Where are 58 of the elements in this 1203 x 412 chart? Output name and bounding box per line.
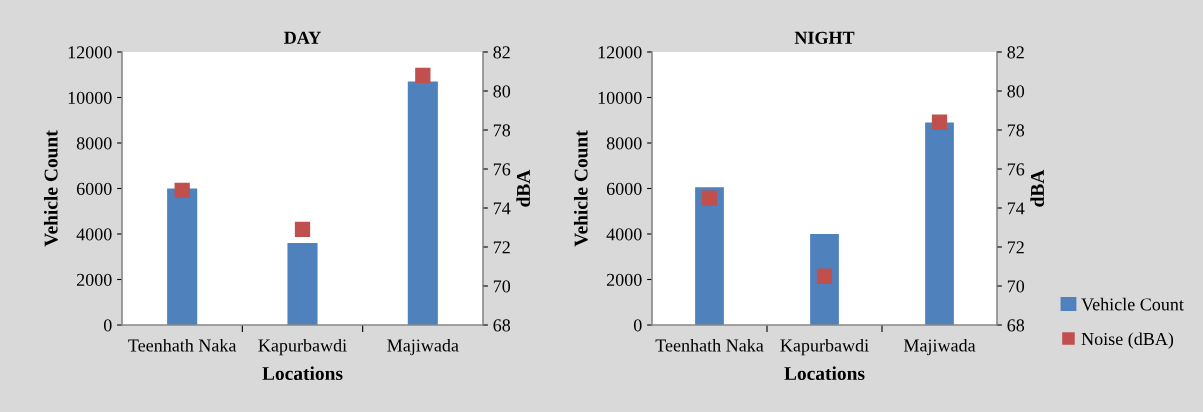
y-axis-title: Vehicle Count [573, 130, 588, 247]
y2-tick-label: 74 [1007, 202, 1025, 215]
y2-tick-label: 82 [493, 46, 510, 59]
legend-label: Noise (dBA) [1081, 332, 1174, 349]
point [701, 190, 718, 206]
x-tick-label: Kapurbawdi [780, 338, 869, 356]
x-axis-title: Locations [262, 366, 343, 381]
bar [167, 188, 198, 325]
chart-title: DAY [284, 31, 321, 44]
x-tick-label: Majiwada [387, 338, 459, 356]
y2-tick-label: 76 [493, 163, 511, 176]
y2-tick-label: 68 [1007, 319, 1025, 332]
bar [695, 187, 724, 325]
y-tick-label: 0 [103, 319, 112, 332]
y2-axis-title: dBA [1030, 169, 1045, 207]
bar [407, 81, 438, 325]
y-tick-label: 6000 [76, 182, 112, 195]
y-tick-label: 2000 [606, 273, 642, 286]
y2-tick-label: 78 [493, 124, 511, 137]
x-tick-label: Majiwada [903, 338, 976, 356]
y2-tick-label: 72 [493, 241, 510, 254]
y2-tick-label: 72 [1007, 241, 1024, 254]
y2-axis-title: dBA [516, 169, 531, 207]
y2-tick-label: 74 [493, 202, 511, 215]
bar [925, 122, 954, 325]
y2-tick-label: 82 [1007, 46, 1024, 59]
x-axis-title: Locations [784, 366, 865, 381]
y-tick-label: 6000 [606, 182, 642, 195]
y-tick-label: 12000 [598, 46, 642, 59]
x-tick-label: Teenhath Naka [655, 338, 764, 352]
chart-title: NIGHT [794, 31, 855, 44]
y2-tick-label: 80 [493, 85, 511, 98]
bar [810, 234, 839, 325]
point [816, 268, 833, 284]
y2-tick-label: 76 [1007, 163, 1025, 176]
y-tick-label: 4000 [606, 228, 642, 241]
y2-tick-label: 70 [1007, 280, 1025, 293]
point [931, 114, 948, 130]
legend-label: Vehicle Count [1081, 297, 1184, 311]
y2-tick-label: 68 [493, 319, 511, 332]
y2-tick-label: 78 [1007, 124, 1025, 137]
point [415, 67, 431, 84]
y-tick-label: 10000 [598, 91, 642, 104]
x-tick-label: Teenhath Naka [128, 338, 237, 352]
bar [287, 243, 318, 325]
point [294, 221, 311, 238]
y-tick-label: 12000 [68, 46, 112, 59]
y-tick-label: 8000 [606, 137, 642, 150]
y-tick-label: 0 [633, 319, 642, 332]
x-tick-label: Kapurbawdi [258, 338, 347, 356]
y2-tick-label: 70 [493, 280, 511, 293]
y-tick-label: 8000 [76, 137, 112, 150]
y-tick-label: 4000 [76, 228, 112, 241]
y-axis-title: Vehicle Count [43, 130, 58, 247]
point [174, 182, 190, 199]
y-tick-label: 10000 [68, 91, 112, 104]
y-tick-label: 2000 [76, 273, 112, 286]
y2-tick-label: 80 [1007, 85, 1025, 98]
